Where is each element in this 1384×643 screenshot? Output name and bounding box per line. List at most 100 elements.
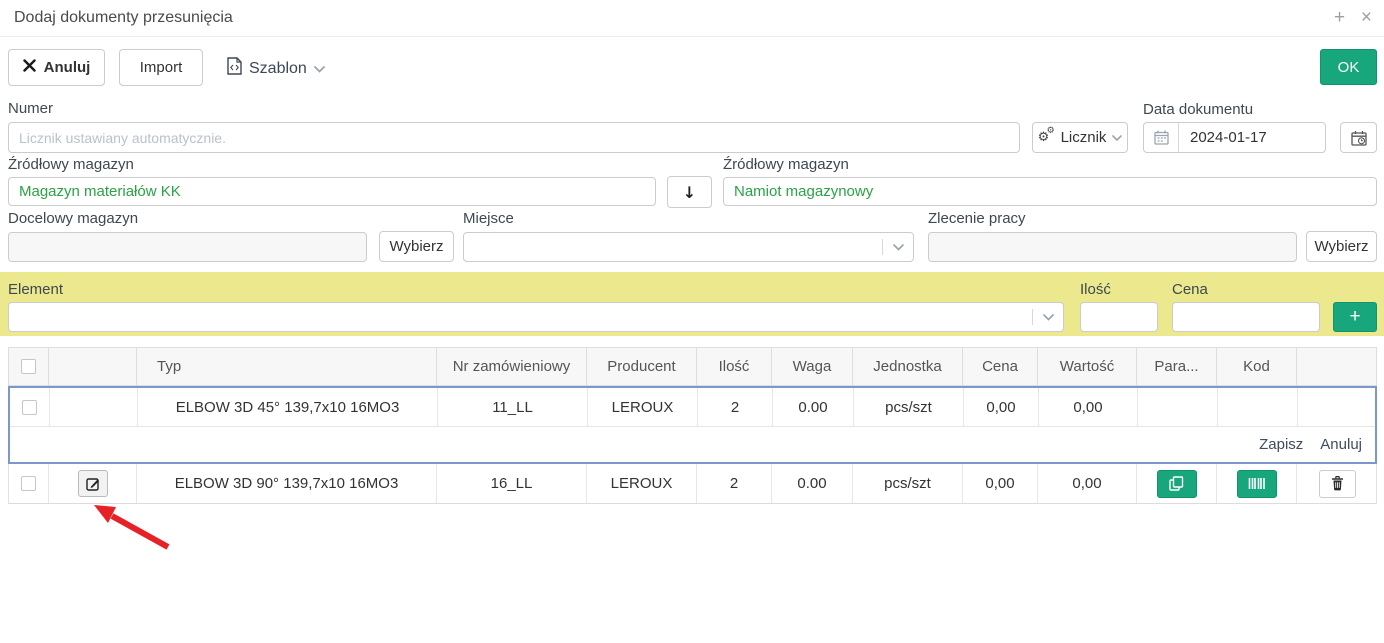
counter-dropdown-button[interactable]: ⚙ ⚙ Licznik <box>1032 122 1128 153</box>
element-label: Element <box>8 281 64 298</box>
chevron-down-icon <box>313 60 325 78</box>
cell-waga: 0.00 <box>772 464 853 503</box>
annotation-arrow <box>94 505 170 550</box>
document-date-value: 2024-01-17 <box>1190 129 1267 146</box>
header-edit-cell <box>49 348 137 385</box>
template-dropdown[interactable]: Szablon <box>227 57 325 80</box>
edit-pencil-icon <box>85 477 99 491</box>
cell-ilosc: 2 <box>698 388 773 426</box>
barcode-icon <box>1248 478 1265 489</box>
header-wartosc: Wartość <box>1038 348 1137 385</box>
parameters-button[interactable] <box>1156 469 1197 498</box>
header-nr: Nr zamówieniowy <box>437 348 587 385</box>
document-date-field[interactable]: 2024-01-17 <box>1143 122 1326 153</box>
quantity-input[interactable] <box>1080 302 1158 332</box>
dialog-title: Dodaj dokumenty przesunięcia <box>14 9 233 26</box>
choose-target-button[interactable]: Wybierz <box>379 231 454 262</box>
chevron-down-icon <box>883 243 913 251</box>
header-waga: Waga <box>772 348 853 385</box>
target-warehouse-label: Docelowy magazyn <box>8 210 139 227</box>
source-warehouse2-input[interactable] <box>723 177 1377 206</box>
header-producent: Producent <box>587 348 697 385</box>
cancel-button-label: Anuluj <box>43 59 91 76</box>
template-dropdown-label: Szablon <box>249 59 307 77</box>
header-actions-cell <box>1297 348 1378 385</box>
source-warehouse-input[interactable] <box>8 177 656 206</box>
row-checkbox[interactable] <box>21 476 36 491</box>
header-typ: Typ <box>137 348 437 385</box>
place-select[interactable] <box>463 232 914 262</box>
cell-waga: 0.00 <box>773 388 854 426</box>
table-row[interactable]: ELBOW 3D 45° 139,7x10 16MO3 11_LL LEROUX… <box>10 388 1375 426</box>
plus-icon: + <box>1349 306 1361 327</box>
cell-producent: LEROUX <box>587 464 697 503</box>
cell-jednostka: pcs/szt <box>853 464 963 503</box>
row-checkbox[interactable] <box>22 399 37 415</box>
calendar-clock-icon <box>1350 130 1367 146</box>
arrow-down-icon: ↓ <box>682 182 697 202</box>
document-date-label: Data dokumentu <box>1143 101 1254 118</box>
table-row[interactable]: ELBOW 3D 90° 139,7x10 16MO3 16_LL LEROUX… <box>8 464 1377 504</box>
gears-icon: ⚙ ⚙ <box>1037 125 1055 145</box>
element-entry-band: Element Ilość Cena <box>0 272 1384 336</box>
cell-nr: 11_LL <box>438 388 588 426</box>
expand-icon[interactable]: + <box>1334 7 1346 28</box>
cell-jednostka: pcs/szt <box>854 388 964 426</box>
barcode-button[interactable] <box>1236 469 1277 498</box>
calendar-icon <box>1144 123 1179 152</box>
chevron-down-icon <box>1033 313 1063 321</box>
source-warehouse2-label: Źródłowy magazyn <box>723 156 849 173</box>
row-cancel-link[interactable]: Anuluj <box>1320 436 1362 453</box>
ok-button[interactable]: OK <box>1320 49 1377 85</box>
choose-work-order-label: Wybierz <box>1314 238 1369 255</box>
header-para: Para... <box>1137 348 1217 385</box>
file-code-icon <box>227 57 242 80</box>
cell-cena: 0,00 <box>963 464 1038 503</box>
row-edit-group: ELBOW 3D 45° 139,7x10 16MO3 11_LL LEROUX… <box>8 386 1377 464</box>
titlebar: Dodaj dokumenty przesunięcia + × <box>0 0 1384 37</box>
copy-pages-icon <box>1169 476 1184 491</box>
counter-dropdown-label: Licznik <box>1060 129 1107 146</box>
cell-typ: ELBOW 3D 45° 139,7x10 16MO3 <box>138 388 438 426</box>
import-button-label: Import <box>139 59 183 76</box>
choose-target-label: Wybierz <box>389 238 444 255</box>
header-ilosc: Ilość <box>697 348 772 385</box>
numer-input[interactable] <box>8 122 1020 153</box>
header-cena: Cena <box>963 348 1038 385</box>
cell-producent: LEROUX <box>588 388 698 426</box>
numer-label: Numer <box>8 100 54 117</box>
add-element-button[interactable]: + <box>1333 302 1377 332</box>
cell-typ: ELBOW 3D 90° 139,7x10 16MO3 <box>137 464 437 503</box>
x-icon <box>22 59 36 76</box>
row-save-link[interactable]: Zapisz <box>1259 436 1304 453</box>
edit-row-button[interactable] <box>77 470 108 497</box>
header-kod: Kod <box>1217 348 1297 385</box>
cancel-button[interactable]: Anuluj <box>8 49 105 86</box>
select-all-checkbox[interactable] <box>21 359 36 374</box>
place-label: Miejsce <box>463 210 514 227</box>
quantity-label: Ilość <box>1080 281 1111 298</box>
transfer-down-button[interactable]: ↓ <box>667 176 712 208</box>
header-jednostka: Jednostka <box>853 348 963 385</box>
import-button[interactable]: Import <box>119 49 203 86</box>
element-select[interactable] <box>8 302 1064 332</box>
header-select-cell <box>9 348 49 385</box>
price-input[interactable] <box>1172 302 1320 332</box>
cell-cena: 0,00 <box>964 388 1039 426</box>
target-warehouse-input[interactable] <box>8 232 367 262</box>
trash-icon <box>1332 476 1343 491</box>
choose-work-order-button[interactable]: Wybierz <box>1306 231 1377 262</box>
ok-button-label: OK <box>1337 58 1360 76</box>
price-label: Cena <box>1172 281 1208 298</box>
cell-wartosc: 0,00 <box>1038 464 1137 503</box>
calendar-picker-button[interactable] <box>1340 122 1377 153</box>
close-icon[interactable]: × <box>1360 7 1372 28</box>
delete-row-button[interactable] <box>1319 469 1356 498</box>
work-order-label: Zlecenie pracy <box>928 210 1026 227</box>
source-warehouse-label: Źródłowy magazyn <box>8 156 134 173</box>
work-order-input[interactable] <box>928 232 1297 262</box>
table-header-row: Typ Nr zamówieniowy Producent Ilość Waga… <box>8 347 1377 386</box>
row-editor-bar: Zapisz Anuluj <box>10 426 1375 462</box>
chevron-down-icon <box>1112 134 1123 141</box>
